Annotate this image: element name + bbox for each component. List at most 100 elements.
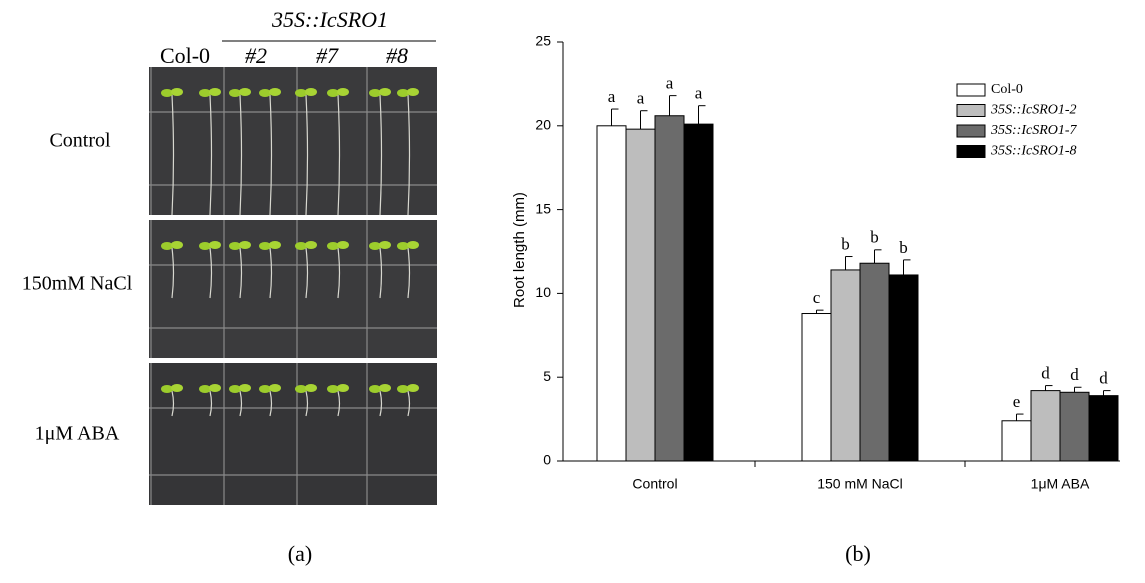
seedling-root <box>407 94 411 216</box>
seedling-leaf <box>161 242 173 250</box>
error-bar <box>1103 390 1111 396</box>
seedling-root <box>269 94 273 216</box>
significance-letter: a <box>695 84 703 103</box>
seedling-leaf <box>269 241 281 249</box>
plate-photo <box>149 363 437 505</box>
seedling-root <box>209 94 213 216</box>
column-label: #8 <box>386 43 408 68</box>
bar <box>683 123 714 462</box>
seedling-leaf <box>199 385 211 393</box>
seedling-leaf <box>209 88 221 96</box>
error-bar <box>698 105 706 125</box>
seedling-leaf <box>379 241 391 249</box>
seedling-root <box>379 247 383 299</box>
seedling-leaf <box>379 88 391 96</box>
legend-label: 35S::IcSRO1-7 <box>990 123 1078 138</box>
error-bar <box>816 309 824 314</box>
seedling-leaf <box>407 384 419 392</box>
y-tick-label: 5 <box>543 368 551 384</box>
significance-letter: a <box>637 89 645 108</box>
x-tick-label: 150 mM NaCl <box>817 476 903 492</box>
seedling-root <box>171 94 175 216</box>
column-label: #2 <box>245 43 267 68</box>
significance-letter: d <box>1041 363 1050 382</box>
error-bar <box>611 108 619 126</box>
seedling-leaf <box>229 89 241 97</box>
error-bar <box>669 95 677 116</box>
seedling-root <box>379 390 383 417</box>
seedling-leaf <box>337 384 349 392</box>
legend-swatch <box>956 83 986 97</box>
row-label: Control <box>49 130 111 152</box>
significance-letter: a <box>608 87 616 106</box>
bar <box>1030 390 1061 462</box>
seedling-leaf <box>337 88 349 96</box>
x-tick-label: 1μM ABA <box>1031 476 1090 492</box>
seedling-leaf <box>199 89 211 97</box>
seedling-root <box>171 247 175 299</box>
significance-letter: d <box>1070 365 1079 384</box>
legend-label: 35S::IcSRO1-8 <box>990 144 1077 159</box>
legend-label: 35S::IcSRO1-2 <box>990 103 1077 118</box>
seedling-leaf <box>305 88 317 96</box>
seedling-leaf <box>269 384 281 392</box>
seedling-leaf <box>259 385 271 393</box>
y-tick-label: 15 <box>535 200 551 216</box>
row-label: 150mM NaCl <box>22 273 133 295</box>
seedling-leaf <box>337 241 349 249</box>
bar <box>888 274 919 462</box>
panel-caption: (b) <box>845 541 871 566</box>
seedling-leaf <box>327 242 339 250</box>
row-label: 1μM ABA <box>35 423 120 445</box>
bar <box>625 128 656 462</box>
bar <box>1088 395 1119 462</box>
seedling-leaf <box>295 242 307 250</box>
seedling-leaf <box>269 88 281 96</box>
bar <box>596 125 627 462</box>
significance-letter: a <box>666 74 674 93</box>
significance-letter: e <box>1013 392 1021 411</box>
seedling-root <box>171 390 175 417</box>
seedling-leaf <box>397 89 409 97</box>
seedling-root <box>337 247 341 299</box>
seedling-root <box>209 247 213 299</box>
error-bar <box>1016 413 1024 421</box>
seedling-leaf <box>327 385 339 393</box>
bar <box>801 313 832 462</box>
seedling-leaf <box>229 242 241 250</box>
seedling-root <box>239 94 243 216</box>
error-bar <box>640 110 648 130</box>
seedling-leaf <box>259 89 271 97</box>
seedling-leaf <box>369 242 381 250</box>
seedling-root <box>407 247 411 299</box>
seedling-root <box>379 94 383 216</box>
seedling-leaf <box>295 89 307 97</box>
seedling-leaf <box>397 242 409 250</box>
error-bar <box>903 259 911 275</box>
y-tick-label: 20 <box>535 117 551 133</box>
seedling-leaf <box>239 384 251 392</box>
legend-swatch <box>956 145 986 158</box>
significance-letter: d <box>1099 369 1108 388</box>
plate-photo <box>149 220 437 358</box>
seedling-leaf <box>369 385 381 393</box>
bar <box>859 262 890 462</box>
legend-label: Col-0 <box>991 82 1023 97</box>
bar <box>830 269 861 462</box>
seedling-root <box>269 247 273 299</box>
y-tick-label: 0 <box>543 452 551 468</box>
seedling-leaf <box>305 384 317 392</box>
seedling-leaf <box>161 385 173 393</box>
seedling-leaf <box>397 385 409 393</box>
seedling-leaf <box>209 241 221 249</box>
bar <box>654 115 685 462</box>
seedling-leaf <box>259 242 271 250</box>
seedling-leaf <box>199 242 211 250</box>
seedling-leaf <box>229 385 241 393</box>
seedling-root <box>337 390 341 417</box>
seedling-root <box>239 247 243 299</box>
photo-panel <box>149 67 437 505</box>
seedling-leaf <box>379 384 391 392</box>
seedling-root <box>269 390 273 417</box>
